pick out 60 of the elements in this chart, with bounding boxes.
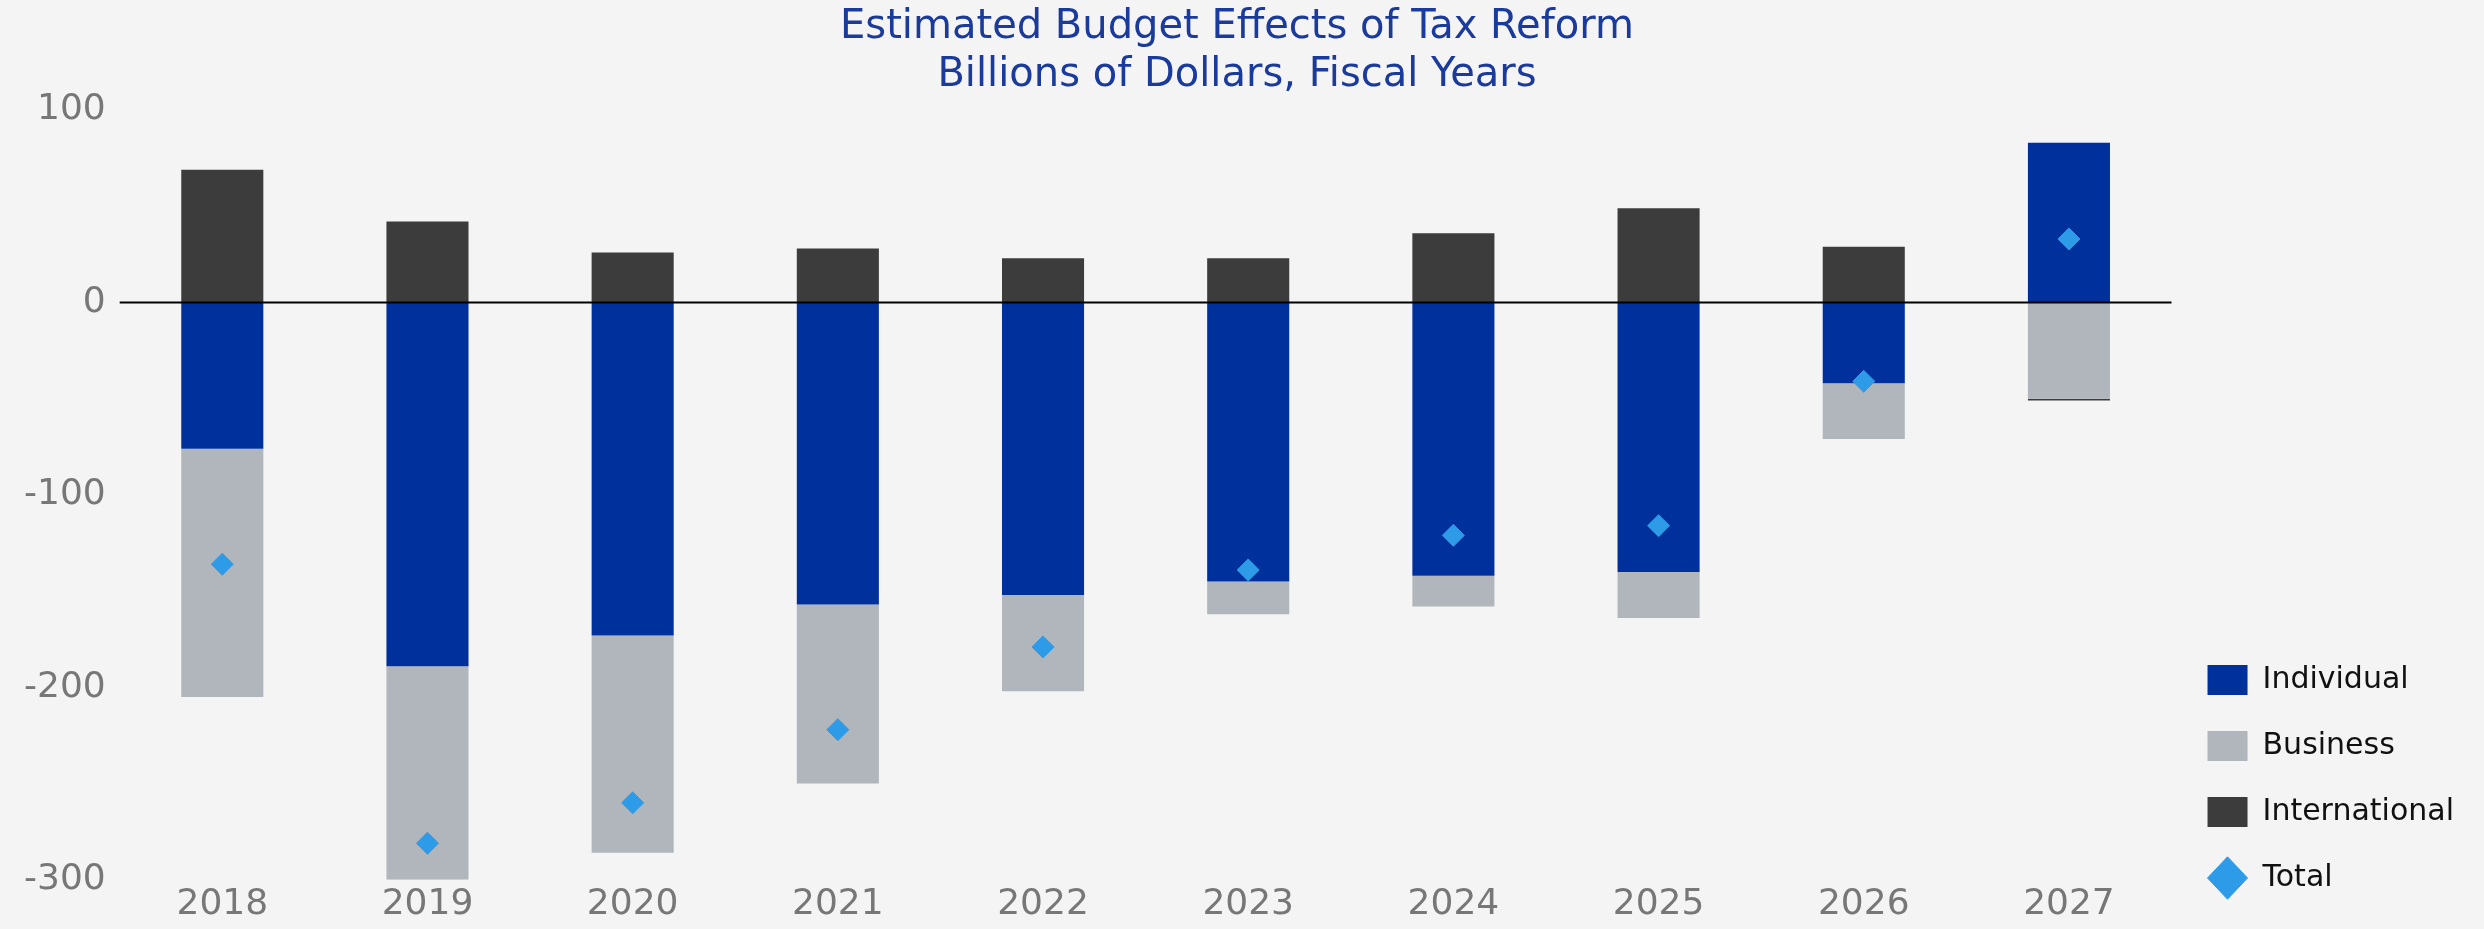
point [1236, 558, 1260, 582]
bar [1822, 246, 1905, 303]
bar [1822, 302, 1905, 384]
bar [1207, 258, 1290, 303]
x-tick-label: 2022 [997, 880, 1089, 922]
x-tick-label: 2021 [792, 880, 884, 922]
y-tick-label: -100 [24, 471, 106, 513]
point [826, 718, 850, 742]
bar [1207, 581, 1290, 615]
bar [1617, 208, 1700, 303]
bar [386, 221, 469, 303]
bar [796, 302, 879, 605]
x-tick-label: 2023 [1202, 880, 1295, 922]
legend-label: Total [2261, 857, 2333, 893]
chart-title: Estimated Budget Effects of Tax Reform [840, 1, 1634, 48]
bar [591, 302, 674, 636]
bar [1617, 302, 1700, 572]
bar [1617, 571, 1700, 619]
point [1852, 369, 1876, 393]
bar [591, 635, 674, 853]
point [1441, 523, 1465, 547]
bar [1412, 233, 1495, 303]
bar [2027, 142, 2110, 303]
bar [796, 248, 879, 303]
point [210, 552, 234, 576]
bar [796, 604, 879, 784]
point [1031, 635, 1055, 659]
bar [1001, 302, 1085, 595]
bar [2027, 302, 2110, 399]
point [2057, 227, 2081, 251]
bar [181, 302, 264, 449]
x-tick-label: 2020 [586, 880, 679, 922]
bar [1207, 302, 1290, 582]
bar [386, 666, 469, 880]
bar [1001, 258, 1085, 303]
bar [1822, 383, 1905, 440]
point [1647, 514, 1671, 538]
bar [1001, 594, 1085, 692]
y-tick-label: 100 [36, 86, 106, 128]
point [621, 791, 645, 815]
legend-label: Individual [2262, 659, 2409, 695]
bar [386, 302, 469, 667]
legend-label: International [2262, 791, 2455, 827]
bar [591, 252, 674, 303]
x-tick-label: 2024 [1407, 880, 1500, 922]
y-tick-label: -300 [24, 856, 106, 898]
y-tick-label: 0 [82, 278, 106, 320]
chart-subtitle: Billions of Dollars, Fiscal Years [937, 49, 1537, 96]
x-tick-label: 2026 [1817, 880, 1910, 922]
x-tick-label: 2025 [1612, 880, 1705, 922]
bar [1412, 302, 1495, 576]
bar [181, 448, 264, 697]
y-tick-label: -200 [24, 663, 106, 705]
x-tick-label: 2018 [176, 880, 269, 922]
x-tick-label: 2019 [381, 880, 474, 922]
legend-label: Business [2262, 725, 2395, 761]
bar [1412, 575, 1495, 607]
bar [181, 169, 264, 303]
point [415, 831, 439, 855]
x-tick-label: 2027 [2023, 880, 2115, 922]
